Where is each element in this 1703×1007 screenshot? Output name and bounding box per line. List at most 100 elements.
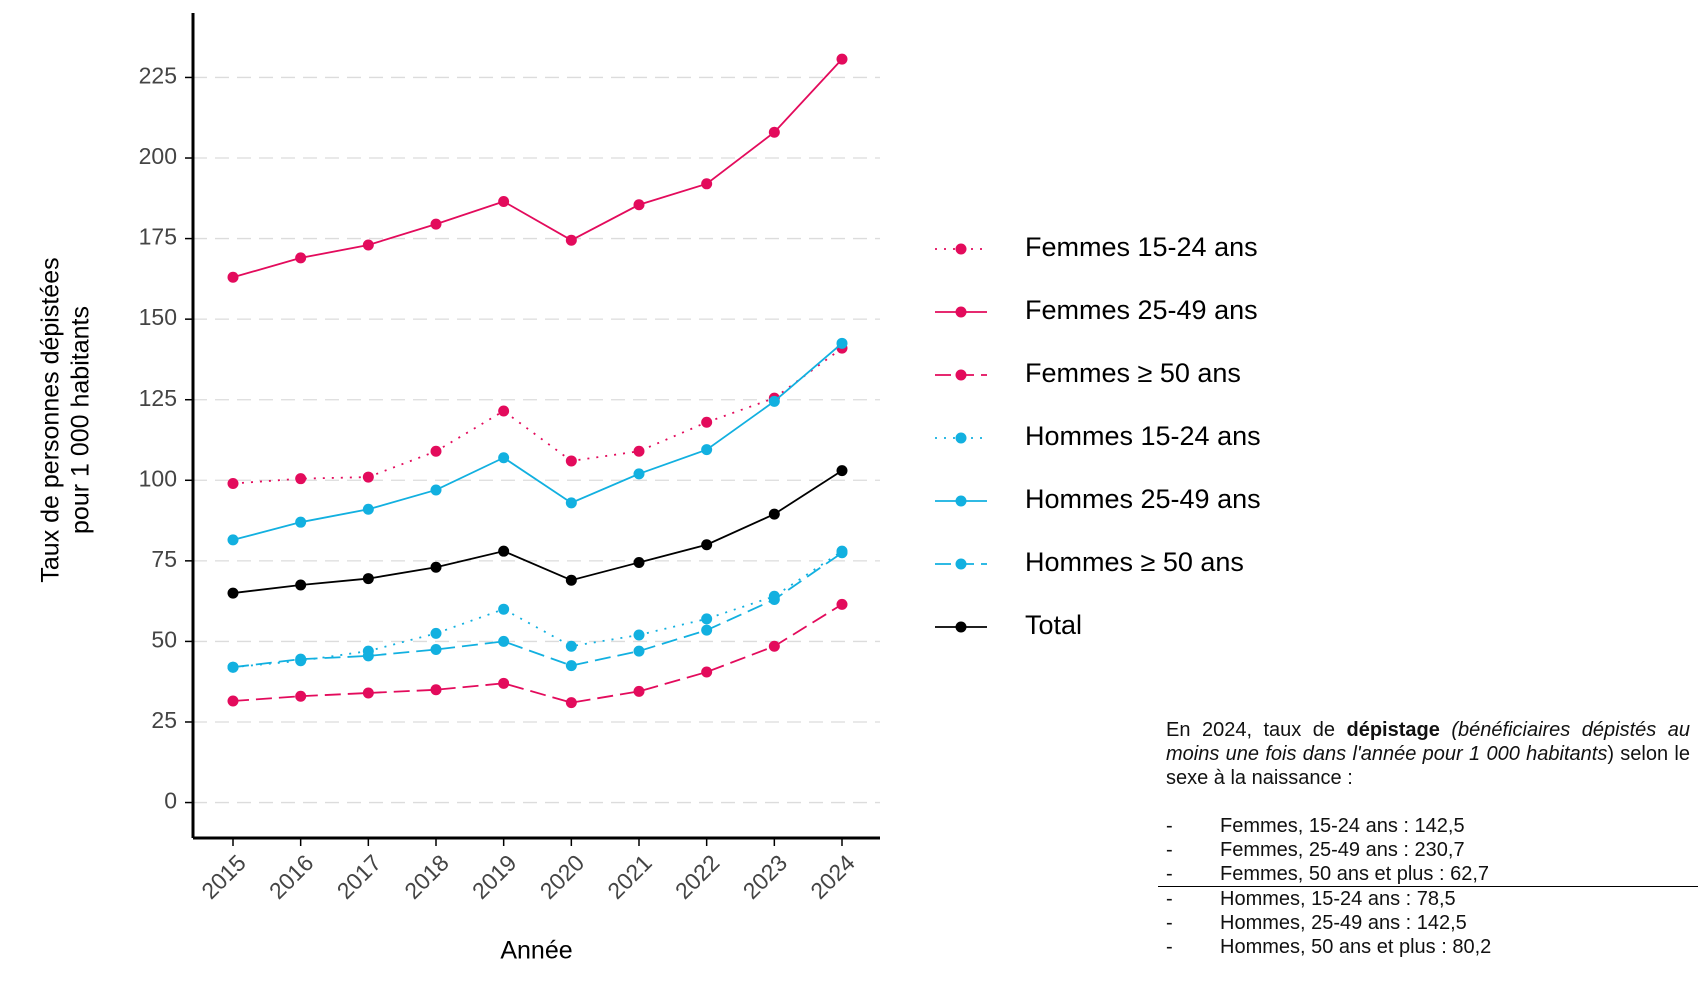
legend-label: Total	[1025, 610, 1082, 640]
data-point	[227, 478, 239, 490]
data-point	[430, 445, 442, 457]
data-point	[768, 395, 780, 407]
legend-marker	[955, 243, 967, 255]
y-tick-label: 50	[151, 626, 177, 652]
legend-marker	[955, 432, 967, 444]
note-text: Hommes, 25-49 ans : 142,5	[1220, 912, 1467, 934]
series-line	[232, 347, 843, 485]
data-point	[701, 539, 713, 551]
note-text: Femmes, 15-24 ans : 142,5	[1220, 815, 1465, 837]
note-item: - Femmes, 15-24 ans : 142,5	[1166, 814, 1690, 838]
series-line	[232, 603, 843, 704]
x-tick-label: 2018	[399, 849, 454, 904]
y-tick-label: 100	[139, 465, 177, 491]
x-tick-label: 2017	[332, 849, 387, 904]
data-point	[633, 645, 645, 657]
legend-label: Hommes 25-49 ans	[1025, 484, 1261, 514]
data-point	[498, 452, 510, 464]
note-item: - Hommes, 50 ans et plus : 80,2	[1166, 935, 1690, 959]
data-point	[498, 545, 510, 557]
note-text: Hommes, 50 ans et plus : 80,2	[1220, 936, 1492, 958]
series-line	[232, 58, 843, 279]
data-point	[836, 53, 848, 65]
x-tick-label: 2019	[467, 849, 522, 904]
x-tick-label: 2016	[264, 849, 319, 904]
legend-marker	[955, 558, 967, 570]
y-tick-label: 0	[164, 788, 177, 814]
legend-marker	[955, 369, 967, 381]
series-line	[232, 469, 843, 594]
x-tick-label: 2021	[602, 849, 657, 904]
note-text: Femmes, 50 ans et plus : 62,7	[1220, 863, 1490, 885]
data-point	[295, 516, 307, 528]
x-tick-label: 2022	[670, 849, 725, 904]
data-point	[633, 445, 645, 457]
y-tick-label: 125	[139, 385, 177, 411]
data-point	[430, 561, 442, 573]
legend-label: Hommes ≥ 50 ans	[1025, 547, 1244, 577]
note-text: -	[1166, 936, 1173, 958]
data-point	[430, 684, 442, 696]
y-tick-label: 175	[139, 224, 177, 250]
data-point	[362, 503, 374, 515]
data-point	[295, 579, 307, 591]
data-point	[701, 666, 713, 678]
data-point	[362, 573, 374, 585]
data-point	[362, 687, 374, 699]
note-item: - Hommes, 25-49 ans : 142,5	[1166, 911, 1690, 935]
data-point	[701, 416, 713, 428]
data-point	[565, 697, 577, 709]
data-point	[498, 196, 510, 208]
data-point	[633, 629, 645, 641]
data-point	[295, 473, 307, 485]
data-point	[362, 471, 374, 483]
series-line	[232, 550, 843, 669]
x-tick-label: 2015	[196, 849, 251, 904]
data-point	[498, 677, 510, 689]
note-text: -	[1166, 888, 1173, 910]
note-text: Femmes, 25-49 ans : 230,7	[1220, 839, 1465, 861]
data-point	[836, 337, 848, 349]
data-point	[430, 484, 442, 496]
data-point	[565, 455, 577, 467]
data-point	[295, 252, 307, 264]
data-point	[701, 613, 713, 625]
legend-marker	[955, 495, 967, 507]
note-text: -	[1166, 839, 1173, 861]
legend-marker	[955, 621, 967, 633]
x-axis-title: Année	[500, 937, 572, 965]
data-point	[565, 234, 577, 246]
note-text: En 2024, taux de	[1166, 719, 1347, 741]
data-point	[633, 556, 645, 568]
data-point	[430, 643, 442, 655]
y-tick-label: 200	[139, 143, 177, 169]
y-axis-title: Taux de personnes dépistées	[37, 257, 65, 582]
note-text: Hommes, 15-24 ans : 78,5	[1220, 888, 1456, 910]
data-point	[565, 660, 577, 672]
y-tick-label: 75	[151, 546, 177, 572]
x-tick-label: 2023	[738, 849, 793, 904]
legend-label: Hommes 15-24 ans	[1025, 421, 1261, 451]
separator	[1158, 886, 1698, 887]
data-point	[498, 405, 510, 417]
note-text: -	[1166, 912, 1173, 934]
data-point	[362, 239, 374, 251]
note-text: -	[1166, 863, 1173, 885]
data-point	[227, 534, 239, 546]
data-point	[227, 587, 239, 599]
data-point	[768, 508, 780, 520]
note-item: - Femmes, 25-49 ans : 230,7	[1166, 838, 1690, 862]
data-point	[565, 497, 577, 509]
data-point	[701, 444, 713, 456]
series-line	[232, 552, 843, 669]
data-point	[768, 640, 780, 652]
y-tick-label: 25	[151, 707, 177, 733]
note-bold: dépistage	[1346, 719, 1440, 741]
note-text: -	[1166, 815, 1173, 837]
data-point	[430, 627, 442, 639]
legend-label: Femmes ≥ 50 ans	[1025, 358, 1241, 388]
note-text	[1440, 719, 1451, 741]
data-point	[768, 594, 780, 606]
note-item: - Femmes, 50 ans et plus : 62,7	[1166, 862, 1690, 886]
data-point	[701, 178, 713, 190]
